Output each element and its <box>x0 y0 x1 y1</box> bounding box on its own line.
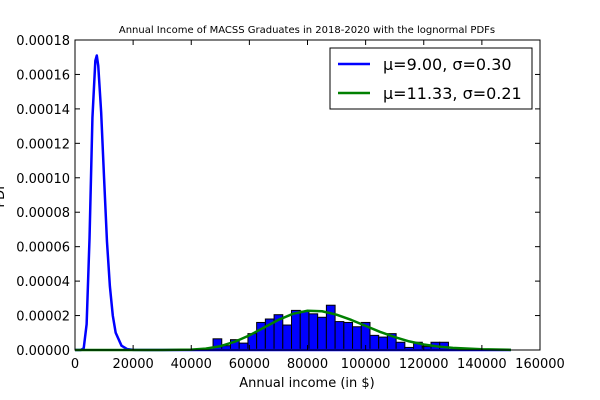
x-tick-label: 60000 <box>229 357 270 372</box>
y-axis: 0.00000 0.00002 0.00004 0.00006 0.00008 0.000… <box>16 34 540 359</box>
histogram-bar-9 <box>282 324 293 351</box>
histogram-bar-12 <box>308 313 319 351</box>
y-tick-label: 0.00004 <box>16 275 70 290</box>
x-axis: 0 20000 40000 60000 80000 100000 120000 140000 1… <box>71 40 565 372</box>
series-line-2 <box>75 309 511 352</box>
legend-label-series-2: μ=11.33, σ=0.21 <box>383 84 522 103</box>
y-tick-label: 0.00012 <box>16 137 70 152</box>
y-axis-label: PDF <box>0 182 8 207</box>
histogram-bar-16 <box>343 321 354 351</box>
x-axis-label: Annual income (in $) <box>239 376 374 391</box>
x-tick-label: 0 <box>71 357 79 372</box>
x-tick-label: 120000 <box>399 357 449 372</box>
x-tick-label: 80000 <box>287 357 328 372</box>
histogram-bar-19 <box>369 334 380 351</box>
legend: μ=9.00, σ=0.30 μ=11.33, σ=0.21 <box>329 47 533 110</box>
y-tick-label: 0.00008 <box>16 206 70 221</box>
legend-label-series-1: μ=9.00, σ=0.30 <box>383 55 512 74</box>
y-tick-label: 0.00010 <box>16 172 70 187</box>
x-tick-label: 40000 <box>171 357 212 372</box>
y-tick-label: 0.00014 <box>16 103 70 118</box>
y-tick-label: 0.00002 <box>16 310 70 325</box>
histogram-bar-20 <box>378 336 388 351</box>
histogram <box>212 304 449 351</box>
y-tick-label: 0.00006 <box>16 241 70 256</box>
histogram-bar-17 <box>352 326 362 351</box>
histogram-bar-13 <box>317 316 327 351</box>
legend-box <box>329 47 533 110</box>
histogram-bar-15 <box>334 321 345 351</box>
x-tick-label: 140000 <box>457 357 507 372</box>
x-tick-label: 20000 <box>112 357 153 372</box>
x-tick-label: 100000 <box>341 357 391 372</box>
y-tick-label: 0.00018 <box>16 34 70 49</box>
y-tick-label: 0.00016 <box>16 68 70 83</box>
histogram-bar-10 <box>291 309 301 351</box>
chart-title: Annual Income of MACSS Graduates in 2018… <box>119 25 495 36</box>
x-tick-label: 160000 <box>515 357 565 372</box>
histogram-bar-11 <box>299 310 310 351</box>
y-tick-label: 0.00000 <box>16 344 70 359</box>
